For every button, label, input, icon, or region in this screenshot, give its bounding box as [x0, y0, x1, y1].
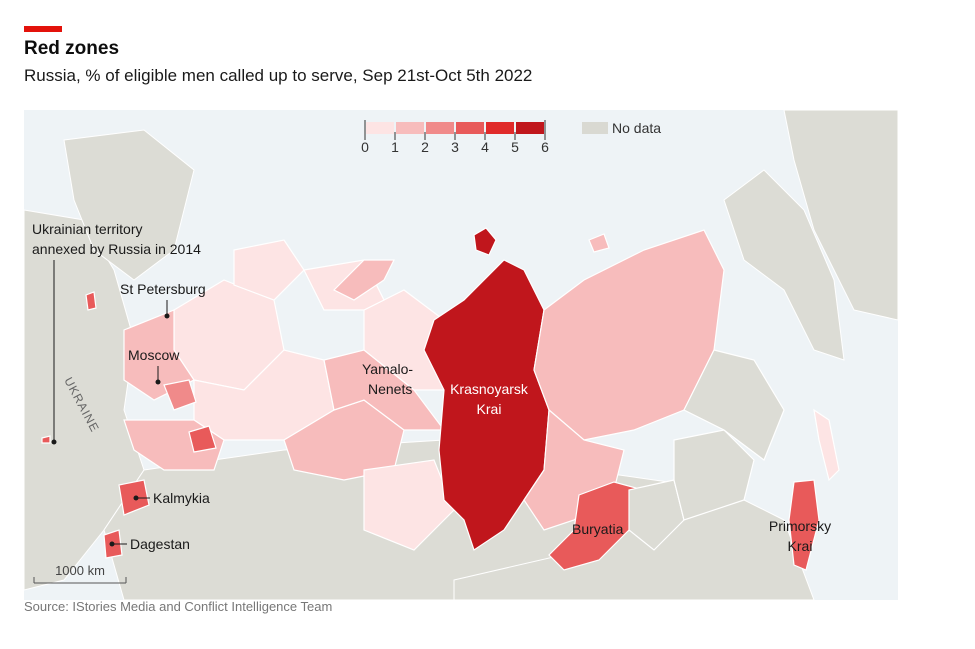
legend-swatch-5 [516, 122, 544, 134]
no-data-swatch [582, 122, 608, 134]
chart-subtitle: Russia, % of eligible men called up to s… [24, 66, 533, 85]
source-note: Source: IStories Media and Conflict Inte… [24, 599, 333, 614]
yamalo-label-line2: Nenets [368, 381, 412, 397]
alaska-land [783, 110, 898, 321]
region-moscow-area [163, 379, 197, 411]
region-buryatia [548, 481, 637, 571]
no-data-label: No data [612, 120, 661, 136]
st-petersburg-dot [164, 313, 170, 319]
region-karelia-spot [85, 291, 97, 311]
legend-tick-1: 1 [391, 139, 399, 155]
legend-tick-3: 3 [451, 139, 459, 155]
annexed-label-line2: annexed by Russia in 2014 [32, 241, 201, 257]
legend-swatch-4 [486, 122, 514, 134]
moscow-dot [155, 379, 161, 385]
region-taimyr-tip [473, 227, 497, 256]
region-kola [233, 239, 305, 301]
legend-tick-5: 5 [511, 139, 519, 155]
scale-label: 1000 km [55, 563, 105, 578]
yamalo-label-line1: Yamalo- [362, 361, 413, 377]
region-voronezh [188, 425, 217, 453]
krasnoyarsk-label-line1: Krasnoyarsk [450, 381, 529, 397]
region-crimea [41, 435, 51, 444]
buryatia-label: Buryatia [572, 521, 624, 537]
region-primorsky [788, 479, 820, 571]
accent-bar [24, 26, 62, 32]
scandinavia-land [63, 129, 195, 281]
region-zabaykalsky [628, 479, 685, 551]
kalmykia-dot [133, 495, 139, 501]
legend-tick-0: 0 [361, 139, 369, 155]
scale-bar [33, 577, 127, 584]
dagestan-label: Dagestan [130, 536, 190, 552]
region-khabarovsk [683, 349, 785, 461]
dagestan-dot [109, 541, 115, 547]
krasnoyarsk-label-line2: Krai [477, 401, 502, 417]
moscow-label: Moscow [128, 347, 180, 363]
primorsky-label-line1: Primorsky [769, 518, 831, 534]
kamchatka-land [723, 169, 845, 361]
legend-swatch-1 [396, 122, 424, 134]
russia-map: 0 1 2 3 4 5 6 No data Ukrainian territor… [24, 110, 898, 600]
legend-swatch-2 [426, 122, 454, 134]
kalmykia-label: Kalmykia [153, 490, 210, 506]
primorsky-label-line2: Krai [788, 538, 813, 554]
color-legend: 0 1 2 3 4 5 6 No data [361, 120, 661, 155]
annexed-label-line1: Ukrainian territory [32, 221, 142, 237]
legend-tick-2: 2 [421, 139, 429, 155]
legend-tick-4: 4 [481, 139, 489, 155]
legend-swatch-3 [456, 122, 484, 134]
region-novaya-zemlya [332, 259, 395, 301]
legend-swatch-0 [366, 122, 394, 134]
region-sakhalin [813, 408, 840, 482]
annexed-leader-dot [51, 439, 57, 445]
region-chukotka-spot [588, 233, 610, 253]
region-southwest-siberia [363, 459, 455, 551]
legend-tick-6: 6 [541, 139, 549, 155]
st-petersburg-label: St Petersburg [120, 281, 206, 297]
chart-title: Red zones [24, 38, 120, 59]
